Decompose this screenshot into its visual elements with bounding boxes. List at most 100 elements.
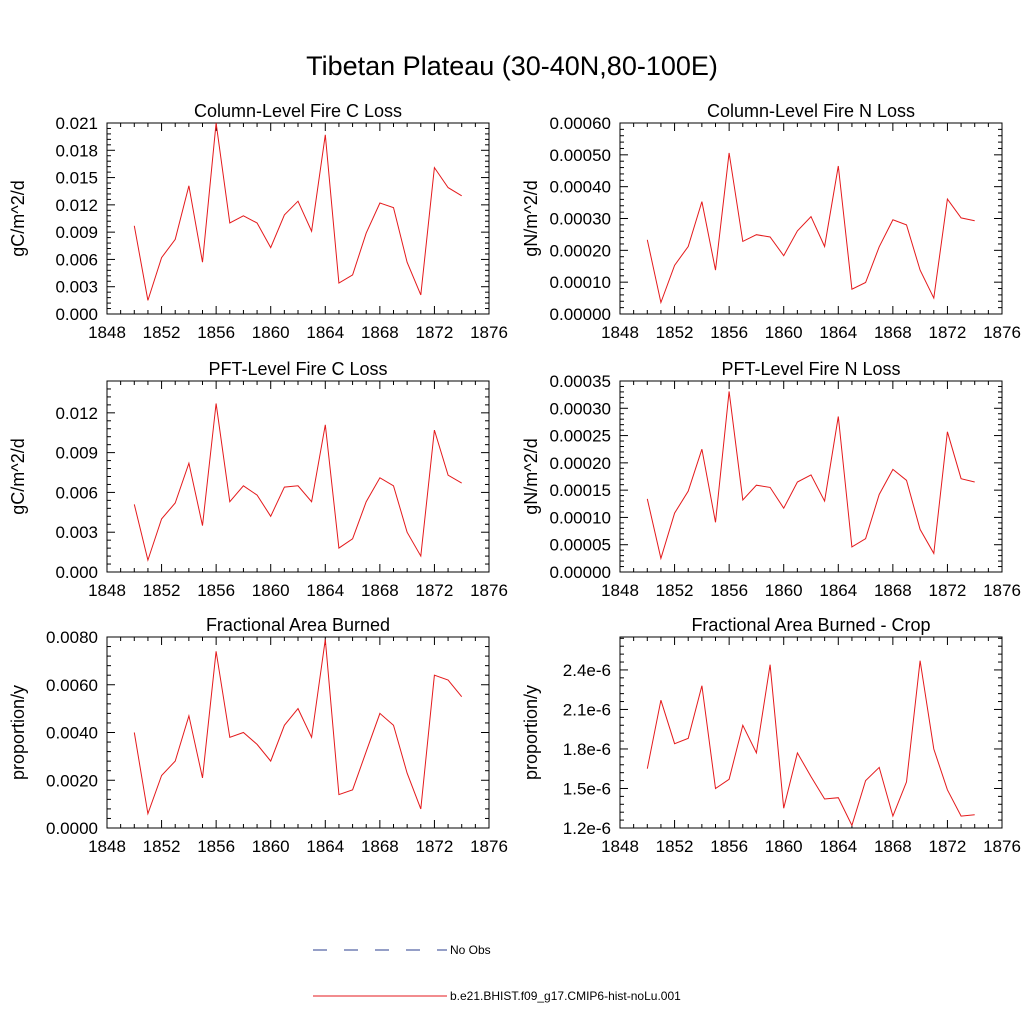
x-tick-label: 1848	[88, 837, 126, 856]
y-tick-label: 0.00020	[550, 241, 611, 260]
plot-frame	[106, 636, 490, 829]
y-tick-label: 0.00030	[550, 399, 611, 418]
panel-title: Column-Level Fire C Loss	[194, 101, 402, 121]
x-tick-label: 1856	[197, 323, 235, 342]
x-tick-label: 1856	[710, 323, 748, 342]
y-tick-label: 1.2e-6	[563, 819, 611, 838]
x-tick-label: 1876	[470, 323, 508, 342]
y-tick-label: 0.0060	[46, 676, 98, 695]
y-tick-label: 0.003	[55, 278, 98, 297]
panel-title: Fractional Area Burned	[206, 615, 390, 635]
y-tick-label: 0.006	[55, 250, 98, 269]
x-tick-label: 1872	[416, 581, 454, 600]
y-tick-label: 0.0080	[46, 628, 98, 647]
x-tick-label: 1848	[601, 581, 639, 600]
x-tick-label: 1848	[601, 323, 639, 342]
x-tick-label: 1872	[929, 837, 967, 856]
y-tick-label: 0.00035	[550, 372, 611, 391]
x-tick-label: 1872	[929, 581, 967, 600]
x-tick-label: 1876	[983, 837, 1021, 856]
y-tick-label: 0.00005	[550, 536, 611, 555]
series-line	[646, 391, 975, 561]
y-axis-label: gN/m^2/d	[521, 180, 541, 256]
y-tick-label: 0.006	[55, 483, 98, 502]
y-axis-label: gN/m^2/d	[521, 438, 541, 514]
series-line	[646, 152, 975, 305]
series-line	[133, 403, 462, 562]
y-tick-label: 0.00040	[550, 178, 611, 197]
x-tick-label: 1852	[656, 581, 694, 600]
x-tick-label: 1872	[416, 323, 454, 342]
y-tick-label: 0.00010	[550, 508, 611, 527]
figure-title: Tibetan Plateau (30-40N,80-100E)	[306, 51, 718, 81]
y-tick-label: 0.000	[55, 305, 98, 324]
y-tick-label: 2.4e-6	[563, 661, 611, 680]
x-tick-label: 1852	[143, 323, 181, 342]
x-tick-label: 1876	[983, 323, 1021, 342]
x-tick-label: 1864	[306, 837, 344, 856]
x-tick-label: 1848	[88, 323, 126, 342]
y-tick-label: 0.00030	[550, 210, 611, 229]
x-tick-label: 1852	[143, 581, 181, 600]
y-tick-label: 0.000	[55, 563, 98, 582]
y-axis-label: proportion/y	[8, 685, 28, 780]
y-tick-label: 0.015	[55, 169, 98, 188]
panel-2: Column-Level Fire N Loss gN/m^2/d 1848 1852…	[521, 101, 1021, 342]
plot-frame	[106, 122, 490, 315]
y-tick-label: 0.0020	[46, 771, 98, 790]
panel-title: Fractional Area Burned - Crop	[691, 615, 930, 635]
y-tick-label: 0.0000	[46, 819, 98, 838]
plot-frame	[619, 380, 1003, 573]
y-tick-label: 0.009	[55, 444, 98, 463]
y-tick-label: 0.012	[55, 196, 98, 215]
x-tick-label: 1848	[88, 581, 126, 600]
x-tick-label: 1864	[819, 837, 857, 856]
series-line	[133, 639, 463, 816]
y-axis-label: gC/m^2/d	[8, 438, 28, 514]
panels: Column-Level Fire C Loss gC/m^2/d 1848 1852…	[8, 101, 1021, 856]
x-tick-label: 1864	[819, 323, 857, 342]
plot-frame	[106, 380, 490, 573]
x-tick-label: 1868	[874, 837, 912, 856]
y-tick-label: 0.003	[55, 523, 98, 542]
y-tick-label: 0.00000	[550, 305, 611, 324]
panel-4: PFT-Level Fire N Loss gN/m^2/d 1848 1852 185…	[521, 359, 1021, 600]
x-tick-label: 1860	[252, 581, 290, 600]
y-tick-label: 0.0040	[46, 724, 98, 743]
x-tick-label: 1852	[143, 837, 181, 856]
x-tick-label: 1856	[197, 581, 235, 600]
x-tick-label: 1868	[874, 581, 912, 600]
y-tick-label: 0.021	[55, 114, 98, 133]
x-tick-label: 1876	[470, 581, 508, 600]
y-tick-label: 0.00060	[550, 114, 611, 133]
y-tick-label: 0.00020	[550, 454, 611, 473]
x-tick-label: 1852	[656, 837, 694, 856]
x-tick-label: 1852	[656, 323, 694, 342]
x-tick-label: 1860	[765, 323, 803, 342]
x-tick-label: 1856	[197, 837, 235, 856]
series-line	[646, 660, 975, 827]
plot-frame	[619, 636, 1003, 829]
x-tick-label: 1868	[361, 323, 399, 342]
x-tick-label: 1872	[929, 323, 967, 342]
panel-1: Column-Level Fire C Loss gC/m^2/d 1848 1852…	[8, 101, 508, 342]
y-tick-label: 1.8e-6	[563, 740, 611, 759]
x-tick-label: 1856	[710, 581, 748, 600]
x-tick-label: 1856	[710, 837, 748, 856]
panel-5: Fractional Area Burned proportion/y 1848 18…	[8, 615, 508, 856]
x-tick-label: 1864	[819, 581, 857, 600]
y-tick-label: 2.1e-6	[563, 700, 611, 719]
x-tick-label: 1876	[470, 837, 508, 856]
x-tick-label: 1864	[306, 323, 344, 342]
y-axis-label: proportion/y	[521, 685, 541, 780]
y-tick-label: 0.00000	[550, 563, 611, 582]
legend: No Obs b.e21.BHIST.f09_g17.CMIP6-hist-no…	[313, 943, 681, 1003]
y-tick-label: 0.00015	[550, 481, 611, 500]
legend-model-label: b.e21.BHIST.f09_g17.CMIP6-hist-noLu.001	[450, 989, 681, 1003]
x-tick-label: 1860	[252, 323, 290, 342]
panel-title: PFT-Level Fire N Loss	[721, 359, 900, 379]
panel-title: Column-Level Fire N Loss	[707, 101, 915, 121]
panel-title: PFT-Level Fire C Loss	[208, 359, 387, 379]
x-tick-label: 1848	[601, 837, 639, 856]
panel-3: PFT-Level Fire C Loss gC/m^2/d 1848 1852 185…	[8, 359, 508, 600]
